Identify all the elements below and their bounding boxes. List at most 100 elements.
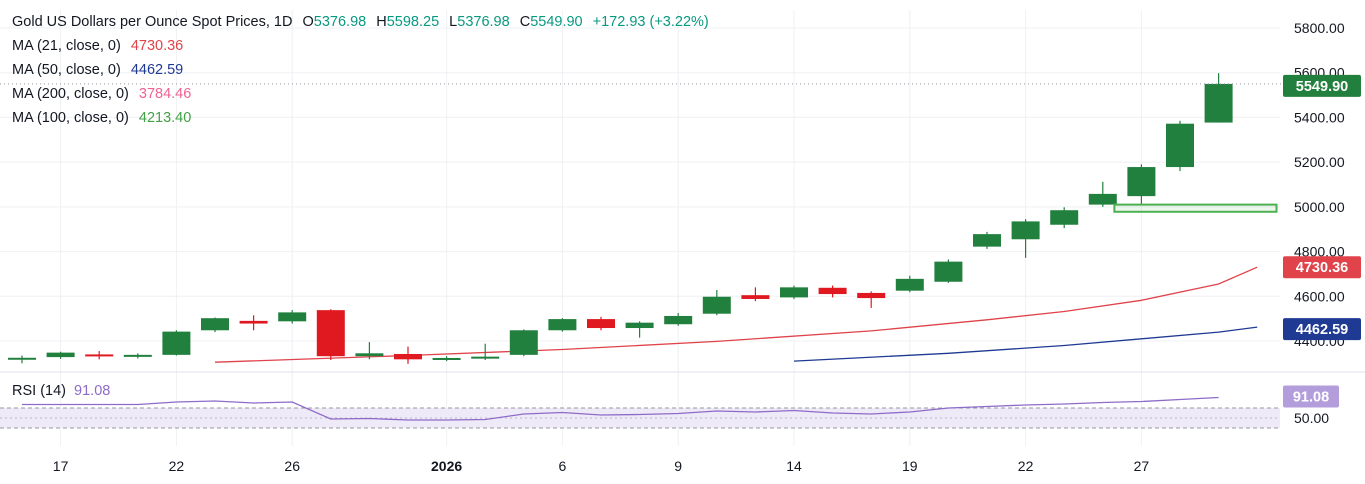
candle [471,343,500,361]
candle-body [1127,167,1156,197]
y-tick-label: 4800.00 [1294,244,1345,260]
rsi-value: 91.08 [74,383,111,399]
candle-body [85,354,114,357]
candle-body [46,352,75,358]
candle [625,321,654,338]
y-tick-label: 5000.00 [1294,199,1345,215]
x-tick-label: 9 [674,458,682,474]
x-tick-label: 22 [1018,458,1034,474]
candle [895,275,924,293]
candle-body [201,318,229,331]
y-tick-label: 5800.00 [1294,20,1345,36]
y-tick-label: 4600.00 [1294,288,1345,304]
ma21-value: 4730.36 [130,38,184,54]
candle-body [702,296,731,314]
candle [509,329,538,357]
candle-body [471,356,500,359]
ma200-label: MA (200, close, 0) [12,86,129,102]
x-tick-label: 19 [902,458,918,474]
candle [818,285,847,298]
x-tick-label: 6 [559,458,567,474]
candle-body [1050,210,1079,225]
support-zone [1113,203,1278,213]
candle-body [1204,83,1233,123]
last-price-badge: 5549.90 [1283,74,1361,97]
rsi-mid-tick: 50.00 [1294,410,1329,426]
candle [934,259,963,283]
candle-body [1166,123,1194,168]
ohlc-high-label: H [376,14,387,30]
candle-body [239,320,268,324]
rsi-legend[interactable]: RSI (14) 91.08 [12,383,110,399]
candle [162,330,191,356]
candle-body [895,278,924,291]
candle [1050,207,1079,229]
ma21-line [214,266,1258,363]
candle-body [664,315,693,325]
x-tick-label: 2026 [431,458,462,474]
candle [587,316,615,331]
legend-ma21[interactable]: MA (21, close, 0) 4730.36 [12,34,709,58]
timeframe: 1D [273,14,293,30]
candle [355,342,384,360]
candle [741,287,770,302]
candle [1011,219,1040,258]
ohlc-close: 5549.90 [530,14,583,30]
ma21-badge-text: 4730.36 [1296,260,1348,276]
candle-body [1011,221,1040,240]
moving-averages [214,266,1258,363]
ohlc-open: 5376.98 [313,14,367,30]
candle-body [509,330,538,355]
legend-title-row: Gold US Dollars per Ounce Spot Prices, 1… [12,14,709,30]
candle-body [587,319,615,329]
rsi-label: RSI (14) [12,383,66,399]
legend-ma200[interactable]: MA (200, close, 0) 3784.46 [12,82,709,106]
ma50-badge-text: 4462.59 [1296,322,1348,338]
legend-ma50[interactable]: MA (50, close, 0) 4462.59 [12,58,709,82]
ma50-badge-bg [1283,318,1361,341]
candle-body [741,295,770,299]
candle-body [934,261,963,282]
rsi-band [0,407,1280,429]
ma21-badge-bg [1283,256,1361,279]
candle [973,231,1001,249]
candle [46,351,75,359]
x-tick-label: 14 [786,458,802,474]
candle-body [857,292,886,299]
candles [8,73,1233,364]
ma50-badge: 4462.59 [1283,318,1361,341]
price-badges: 5549.90 4730.36 4462.59 91.08 [0,74,1361,408]
ohlc-open-label: O [302,14,314,30]
rsi-line-path [22,396,1219,421]
candle-body [355,353,384,357]
candle [1127,164,1156,205]
ma100-label: MA (100, close, 0) [12,110,129,126]
y-tick-label: 5400.00 [1294,109,1345,125]
chart-legend: Gold US Dollars per Ounce Spot Prices, 1… [12,10,709,130]
ma50-line [793,326,1258,362]
last-price-badge-bg [1283,74,1361,97]
rsi-badge-text: 91.08 [1293,389,1329,405]
ma21-label: MA (21, close, 0) [12,38,121,54]
ma200-value: 3784.46 [138,86,192,102]
candle-body [8,357,36,360]
last-price-badge-text: 5549.90 [1296,79,1348,95]
ma100-value: 4213.40 [138,110,192,126]
grid-lines [0,10,1280,446]
y-tick-label: 5200.00 [1294,154,1345,170]
candle-body [123,354,152,357]
candle-body [394,353,422,360]
candle [1166,120,1194,172]
support-zone-rect [1113,203,1278,213]
candle [664,313,693,326]
legend-ma100[interactable]: MA (100, close, 0) 4213.40 [12,106,709,130]
candle-body [316,310,345,357]
candle-body [1088,193,1117,205]
candle-body [278,312,307,322]
candle [548,318,577,332]
x-tick-label: 26 [284,458,300,474]
candle [1088,181,1117,207]
candle [432,356,461,362]
rsi-line [22,396,1219,421]
